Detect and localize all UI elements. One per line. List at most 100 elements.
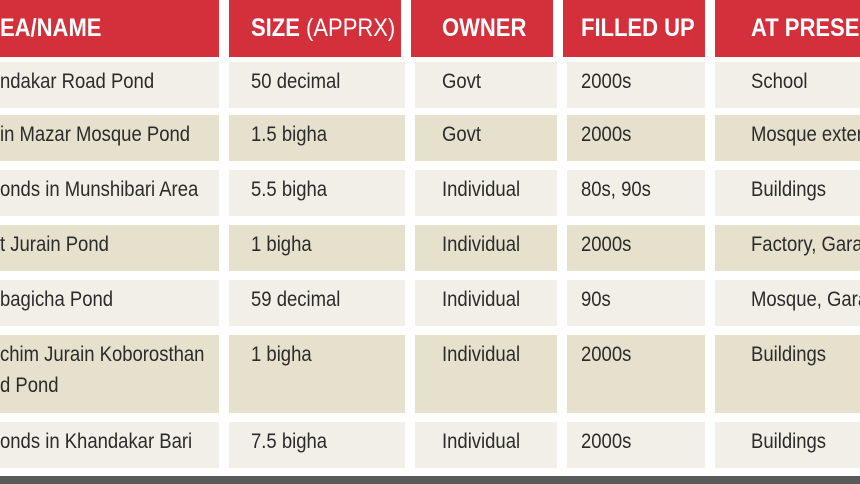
- cell-background: [0, 115, 219, 161]
- cell-background: [715, 280, 860, 326]
- cell-background: [415, 170, 557, 216]
- cell-text: 1.5 bigha: [251, 123, 328, 146]
- cell-background: [415, 280, 557, 326]
- cell-background: [567, 422, 705, 468]
- cell-background: [715, 335, 860, 413]
- cell-background: [0, 422, 219, 468]
- cell-at-present: Mosque, Gara: [751, 280, 860, 315]
- cell-text: 2000s: [581, 343, 632, 366]
- cell-size: 1 bigha: [251, 335, 405, 370]
- cell-text: 7.5 bigha: [251, 430, 328, 453]
- cell-at-present: Buildings: [751, 170, 860, 205]
- cell-background: [229, 115, 405, 161]
- header-area-name: EA/NAME: [0, 0, 219, 57]
- cell-owner: Govt: [442, 62, 557, 97]
- cell-background: [229, 335, 405, 413]
- cell-size: 59 decimal: [251, 280, 405, 315]
- cell-filled-up: 2000s: [581, 335, 705, 370]
- cell-area-name: bagicha Pond: [0, 280, 219, 315]
- cell-text: Individual: [442, 233, 521, 256]
- cell-text: Individual: [442, 288, 521, 311]
- cell-filled-up: 2000s: [581, 62, 705, 97]
- cell-background: [567, 280, 705, 326]
- cell-text: 2000s: [581, 70, 632, 93]
- cell-line: onds in Khandakar Bari: [0, 430, 193, 453]
- cell-background: [0, 62, 219, 108]
- cell-background: [415, 422, 557, 468]
- cell-background: [567, 335, 705, 413]
- cell-size: 5.5 bigha: [251, 170, 405, 205]
- cell-background: [415, 62, 557, 108]
- cell-text: Individual: [442, 343, 521, 366]
- header-filled-up: FILLED UP: [563, 0, 705, 57]
- cell-area-name: t Jurain Pond: [0, 225, 219, 260]
- cell-area-name: chim Jurain Koborosthan d Pond: [0, 335, 219, 401]
- header-owner: OWNER: [411, 0, 553, 57]
- cell-filled-up: 2000s: [581, 115, 705, 150]
- cell-line: chim Jurain Koborosthan: [0, 343, 205, 366]
- cell-area-name: in Mazar Mosque Pond: [0, 115, 219, 150]
- cell-background: [0, 225, 219, 271]
- cell-text: Buildings: [751, 430, 827, 453]
- cell-text: Mosque, Gara: [751, 288, 860, 311]
- cell-line: in Mazar Mosque Pond: [0, 123, 191, 146]
- cell-background: [715, 115, 860, 161]
- cell-background: [229, 170, 405, 216]
- header-size: SIZE (APPRX): [229, 0, 401, 57]
- cell-text: 5.5 bigha: [251, 178, 328, 201]
- cell-text: 1 bigha: [251, 343, 312, 366]
- cell-filled-up: 2000s: [581, 225, 705, 260]
- cell-owner: Govt: [442, 115, 557, 150]
- cell-at-present: Buildings: [751, 335, 860, 370]
- cell-area-name: onds in Khandakar Bari: [0, 422, 219, 457]
- cell-owner: Individual: [442, 225, 557, 260]
- cell-background: [567, 62, 705, 108]
- cell-line: d Pond: [0, 374, 59, 397]
- cell-text: 90s: [581, 288, 611, 311]
- cell-background: [715, 170, 860, 216]
- cell-background: [229, 225, 405, 271]
- cell-text: 59 decimal: [251, 288, 341, 311]
- cell-line: onds in Munshibari Area: [0, 178, 199, 201]
- cell-background: [567, 115, 705, 161]
- cell-area-name: ndakar Road Pond: [0, 62, 219, 97]
- cell-owner: Individual: [442, 422, 557, 457]
- header-at-present: AT PRESEN: [715, 0, 860, 57]
- cell-background: [567, 170, 705, 216]
- cell-text: Govt: [442, 123, 482, 146]
- cell-background: [415, 115, 557, 161]
- cell-background: [567, 225, 705, 271]
- cell-text: 50 decimal: [251, 70, 341, 93]
- cell-background: [229, 62, 405, 108]
- cell-filled-up: 2000s: [581, 422, 705, 457]
- cell-background: [415, 335, 557, 413]
- cell-size: 50 decimal: [251, 62, 405, 97]
- cell-background: [0, 335, 219, 413]
- cell-text: Individual: [442, 178, 521, 201]
- cell-owner: Individual: [442, 280, 557, 315]
- cell-text: 1 bigha: [251, 233, 312, 256]
- cell-background: [0, 280, 219, 326]
- cell-background: [0, 170, 219, 216]
- cell-line: ndakar Road Pond: [0, 70, 155, 93]
- bottom-bar: [0, 476, 860, 484]
- cell-at-present: Mosque exten: [751, 115, 860, 150]
- cell-background: [715, 62, 860, 108]
- cell-text: Factory, Garag: [751, 233, 860, 256]
- cell-text: Individual: [442, 430, 521, 453]
- cell-size: 1 bigha: [251, 225, 405, 260]
- cell-background: [229, 422, 405, 468]
- cell-at-present: School: [751, 62, 860, 97]
- cell-text: 2000s: [581, 233, 632, 256]
- cell-at-present: Factory, Garag: [751, 225, 860, 260]
- cell-text: Buildings: [751, 343, 827, 366]
- cell-text: 2000s: [581, 123, 632, 146]
- cell-text: Buildings: [751, 178, 827, 201]
- cell-text: 80s, 90s: [581, 178, 651, 201]
- cell-line: bagicha Pond: [0, 288, 114, 311]
- cell-owner: Individual: [442, 335, 557, 370]
- cell-area-name: onds in Munshibari Area: [0, 170, 219, 205]
- cell-text: 2000s: [581, 430, 632, 453]
- cell-size: 1.5 bigha: [251, 115, 405, 150]
